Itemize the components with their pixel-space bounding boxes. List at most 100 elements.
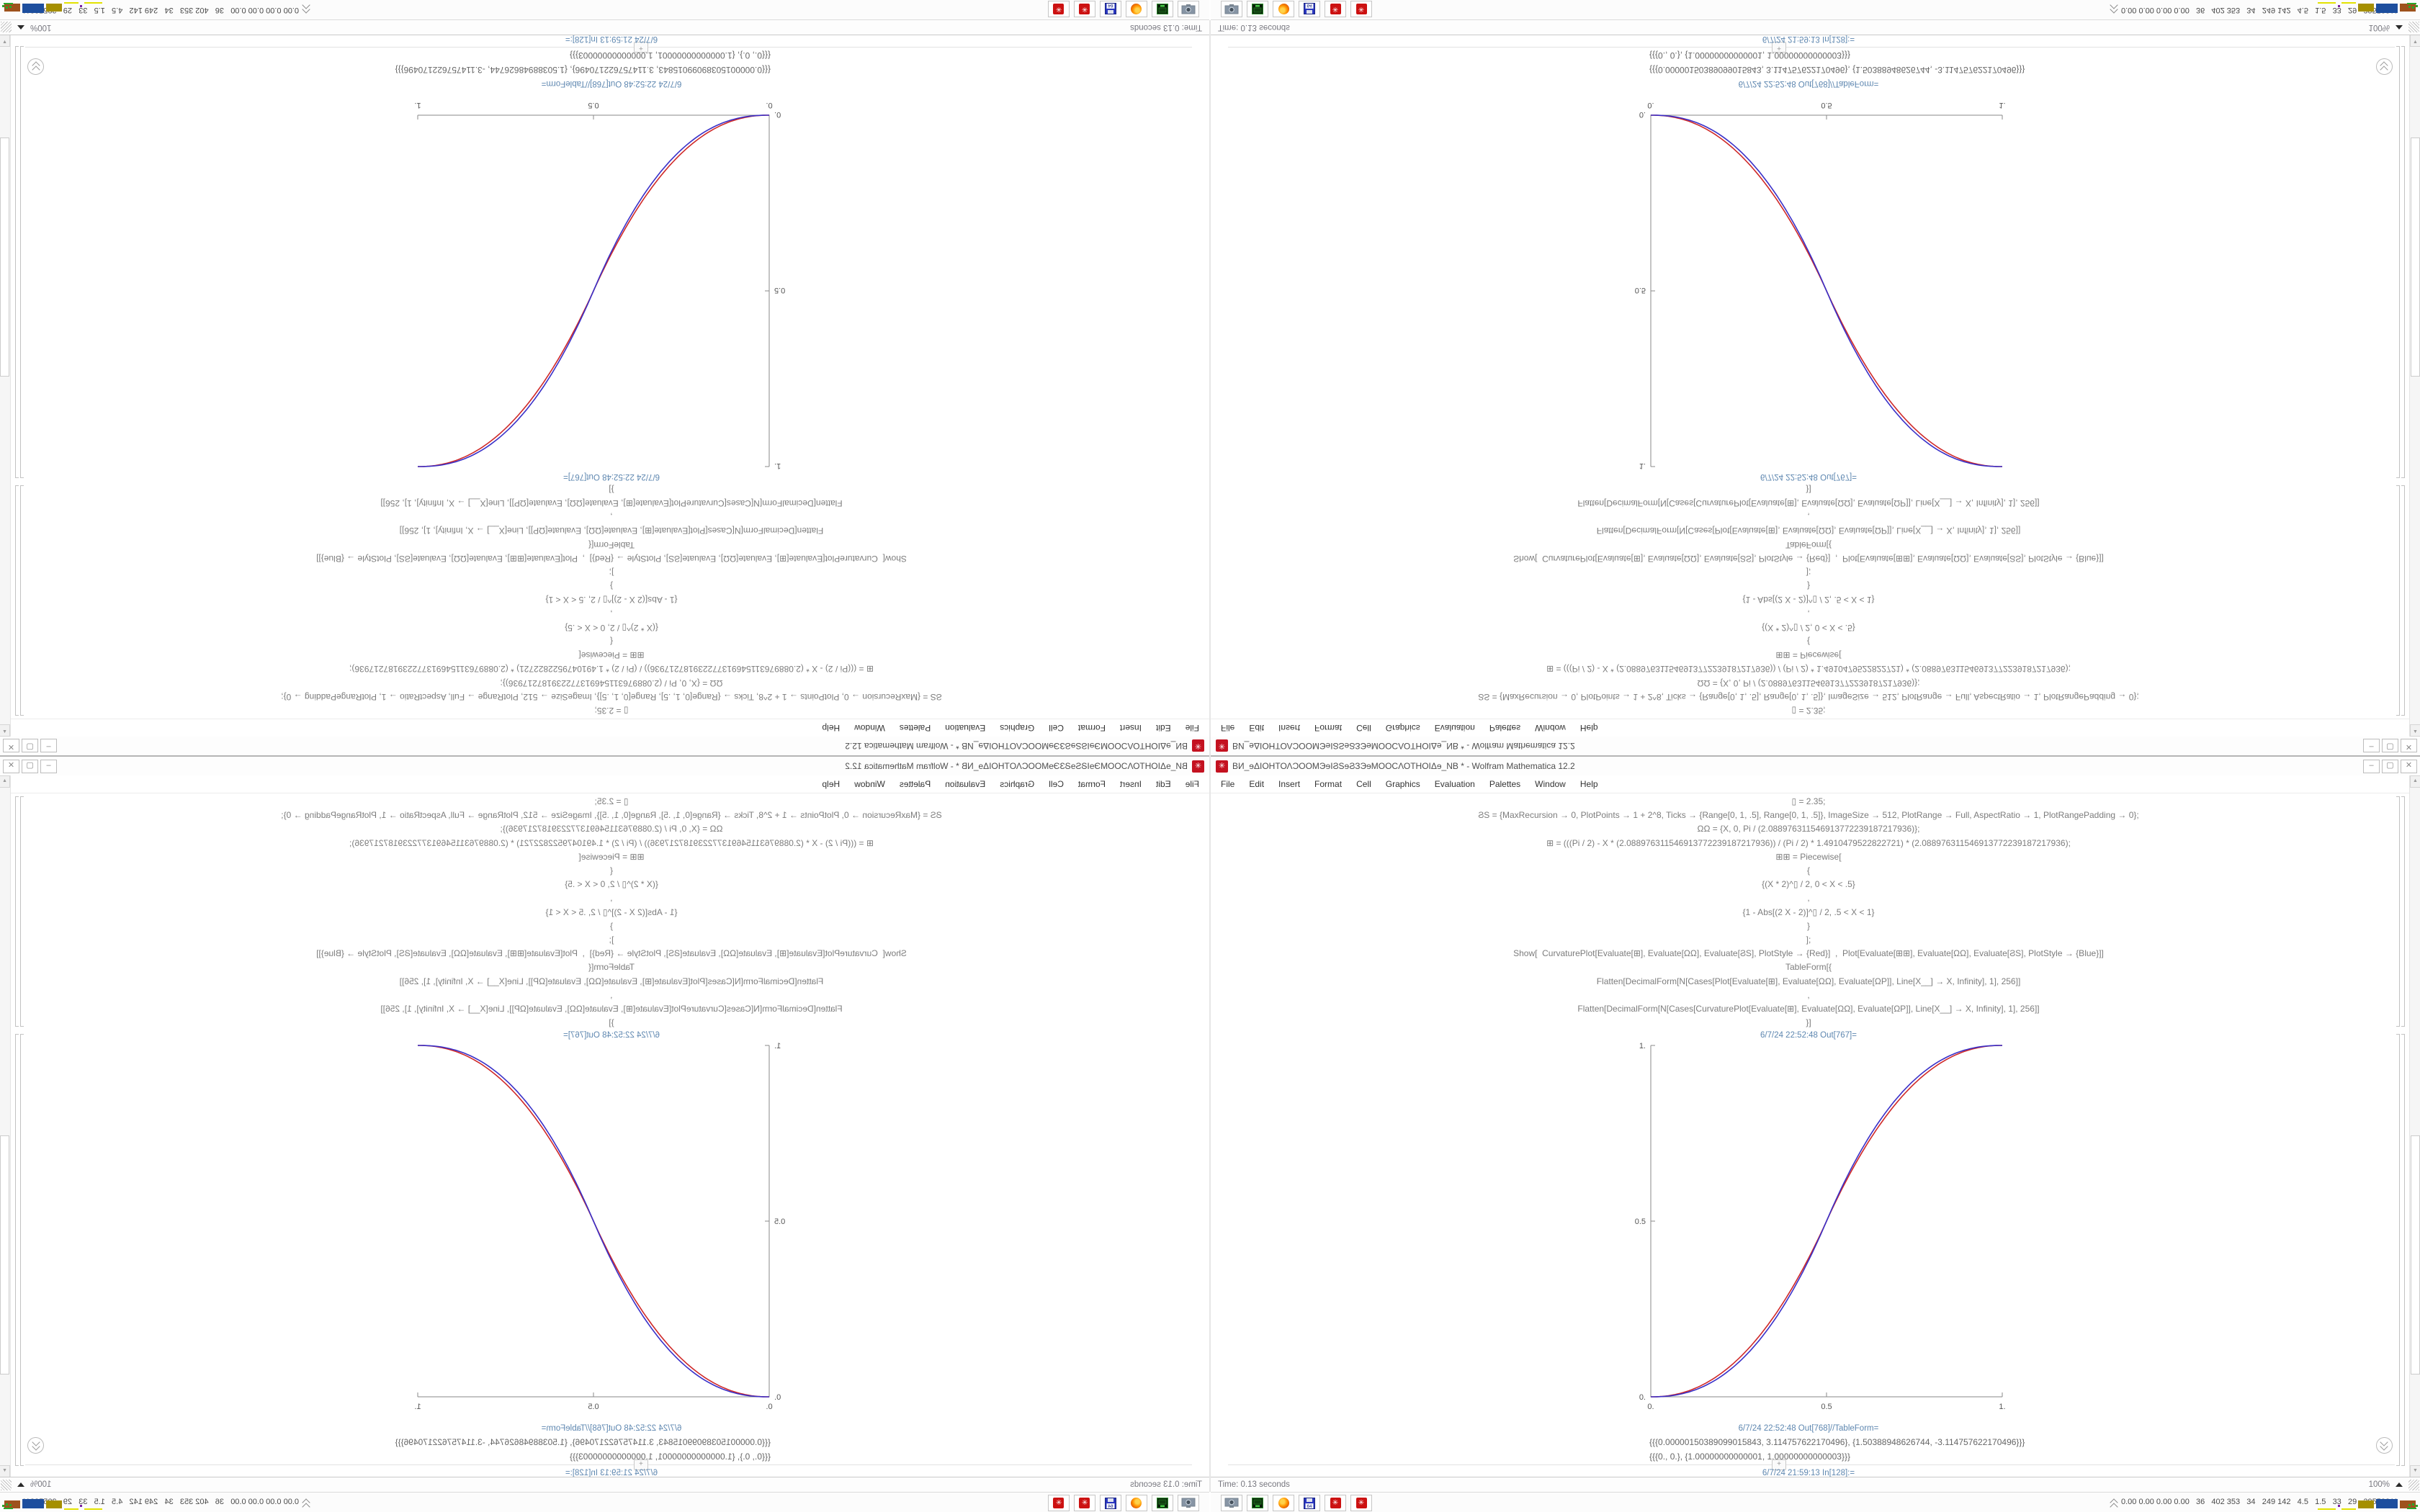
mathematica-taskbar-icon[interactable]: ✳ — [1325, 1495, 1346, 1511]
emulator-icon[interactable] — [1152, 1495, 1173, 1511]
maximize-button[interactable]: ▢ — [22, 759, 38, 773]
zoom-level[interactable]: 100% — [30, 1480, 52, 1489]
code-line[interactable]: }] — [609, 484, 614, 495]
cell-insertion-bar[interactable] — [1228, 1464, 2395, 1465]
zoom-level[interactable]: 100% — [2368, 23, 2390, 32]
menu-item-window[interactable]: Window — [854, 723, 885, 733]
floppy-64-icon[interactable]: 64 — [1299, 1, 1320, 17]
menu-item-palettes[interactable]: Palettes — [899, 723, 931, 733]
group-bracket[interactable] — [15, 46, 19, 478]
code-line[interactable]: TableForm[{ — [588, 962, 635, 973]
mathematica-taskbar-icon[interactable]: ✳ — [1350, 1495, 1372, 1511]
emulator-icon[interactable] — [1247, 1, 1268, 17]
mathematica-taskbar-icon[interactable]: ✳ — [1325, 1, 1346, 17]
insert-cell-plus-button[interactable]: + — [1772, 1459, 1786, 1470]
code-line[interactable]: Show[ CurvaturePlot[Evaluate[⊞], Evaluat… — [316, 948, 907, 959]
mathematica-taskbar-icon[interactable]: ✳ — [1350, 1, 1372, 17]
code-line[interactable]: ▯ = 2.35; — [1791, 706, 1826, 716]
code-line[interactable]: ⊞⊞ = Piecewise[ — [1775, 650, 1842, 661]
menu-item-evaluation[interactable]: Evaluation — [945, 779, 986, 789]
menu-item-help[interactable]: Help — [1579, 723, 1598, 733]
code-line[interactable]: {1 - Abs[(2 X - 2)]^▯ / 2, .5 < X < 1} — [1742, 595, 1875, 606]
menu-item-palettes[interactable]: Palettes — [1489, 723, 1521, 733]
resize-grip[interactable] — [2408, 1479, 2419, 1490]
code-line[interactable]: { — [610, 636, 614, 647]
menu-item-file[interactable]: File — [1221, 779, 1235, 789]
input-cell[interactable]: ▯ = 2.35; ϨS = {MaxRecursion → 0, PlotPoi… — [1218, 795, 2399, 1030]
code-line[interactable]: Show[ CurvaturePlot[Evaluate[⊞], Evaluat… — [1513, 948, 2104, 959]
tray-expand-chevrons-icon[interactable] — [2110, 1499, 2118, 1508]
tray-expand-chevrons-icon[interactable] — [302, 1499, 310, 1508]
menu-item-format[interactable]: Format — [1077, 779, 1106, 789]
group-bracket[interactable] — [2401, 485, 2405, 716]
screen-capture-icon[interactable] — [1221, 1495, 1242, 1511]
menu-item-edit[interactable]: Edit — [1249, 723, 1265, 733]
scrollbar-thumb[interactable] — [0, 1135, 9, 1374]
zoom-level[interactable]: 100% — [30, 23, 52, 32]
menu-item-graphics[interactable]: Graphics — [1385, 779, 1420, 789]
scrollbar-thumb[interactable] — [2411, 1135, 2420, 1374]
menu-item-cell[interactable]: Cell — [1049, 779, 1064, 789]
resize-grip[interactable] — [1, 1479, 12, 1490]
minimize-button[interactable]: – — [40, 739, 57, 753]
code-line[interactable]: } — [1806, 581, 1810, 592]
firefox-icon[interactable] — [1126, 1495, 1147, 1511]
scroll-to-end-chevron-icon[interactable] — [2376, 1437, 2393, 1454]
cell-insertion-bar[interactable] — [1228, 47, 2395, 48]
code-line[interactable]: TableForm[{ — [1785, 539, 1832, 550]
group-bracket[interactable] — [2401, 1034, 2405, 1466]
menu-item-help[interactable]: Help — [822, 723, 841, 733]
cell-bracket-output[interactable] — [20, 46, 24, 478]
menu-item-window[interactable]: Window — [1535, 779, 1566, 789]
code-line[interactable]: ϨS = {MaxRecursion → 0, PlotPoints → 1 +… — [281, 691, 942, 702]
code-line[interactable]: {(X * 2)^▯ / 2, 0 < X < .5} — [565, 879, 658, 890]
code-line[interactable]: Flatten[DecimalForm[N[Cases[CurvaturePlo… — [380, 498, 843, 508]
code-line[interactable]: } — [610, 581, 614, 592]
close-button[interactable]: ✕ — [3, 759, 19, 773]
firefox-icon[interactable] — [1273, 1, 1294, 17]
input-cell[interactable]: ▯ = 2.35; ϨS = {MaxRecursion → 0, PlotPoi… — [1218, 482, 2399, 717]
code-line[interactable]: ⊞⊞ = Piecewise[ — [1775, 851, 1842, 862]
menu-item-help[interactable]: Help — [822, 779, 841, 789]
maximize-button[interactable]: ▢ — [22, 739, 38, 753]
maximize-button[interactable]: ▢ — [2382, 739, 2398, 753]
scroll-down-arrow-icon[interactable]: ▼ — [0, 1465, 10, 1477]
close-button[interactable]: ✕ — [2401, 739, 2417, 753]
menu-item-cell[interactable]: Cell — [1356, 723, 1371, 733]
code-line[interactable]: Flatten[DecimalForm[N[Cases[Plot[Evaluat… — [399, 526, 824, 536]
cell-insertion-bar[interactable] — [25, 47, 1192, 48]
scroll-up-arrow-icon[interactable]: ▲ — [0, 724, 10, 737]
menu-item-insert[interactable]: Insert — [1278, 779, 1301, 789]
code-line[interactable]: , — [610, 989, 613, 1000]
code-line[interactable]: , — [610, 608, 613, 619]
code-line[interactable]: Show[ CurvaturePlot[Evaluate[⊞], Evaluat… — [316, 553, 907, 564]
code-line[interactable]: ⊞ = (((Pi / 2) - X * (2.0889763115469137… — [1546, 837, 2071, 848]
code-line[interactable]: ⊞⊞ = Piecewise[ — [578, 650, 645, 661]
zoom-menu-triangle-icon[interactable] — [17, 1482, 24, 1487]
code-line[interactable]: ϨS = {MaxRecursion → 0, PlotPoints → 1 +… — [1478, 810, 2139, 821]
tray-expand-chevrons-icon[interactable] — [302, 4, 310, 13]
menu-item-palettes[interactable]: Palettes — [899, 779, 931, 789]
code-line[interactable]: Flatten[DecimalForm[N[Cases[CurvaturePlo… — [1577, 1004, 2040, 1014]
resize-grip[interactable] — [2408, 22, 2419, 33]
code-line[interactable]: { — [610, 865, 614, 876]
code-line[interactable]: , — [1807, 893, 1810, 904]
code-line[interactable]: }] — [609, 1017, 614, 1028]
menu-item-palettes[interactable]: Palettes — [1489, 779, 1521, 789]
screen-capture-icon[interactable] — [1221, 1, 1242, 17]
code-line[interactable]: ΩΩ = {X, 0, Pi / (2.08897631154691377223… — [500, 678, 723, 688]
code-line[interactable]: ]; — [609, 935, 614, 945]
menu-item-graphics[interactable]: Graphics — [1385, 723, 1420, 733]
group-bracket[interactable] — [15, 796, 19, 1027]
code-line[interactable]: ]; — [1806, 935, 1811, 945]
floppy-64-icon[interactable]: 64 — [1100, 1495, 1121, 1511]
screen-capture-icon[interactable] — [1178, 1, 1199, 17]
scrollbar-thumb[interactable] — [0, 138, 9, 377]
close-button[interactable]: ✕ — [2401, 759, 2417, 773]
menu-item-graphics[interactable]: Graphics — [1000, 723, 1035, 733]
zoom-level[interactable]: 100% — [2368, 1480, 2390, 1489]
code-line[interactable]: ΩΩ = {X, 0, Pi / (2.08897631154691377223… — [1697, 824, 1920, 834]
zoom-menu-triangle-icon[interactable] — [2396, 25, 2403, 30]
code-line[interactable]: ϨS = {MaxRecursion → 0, PlotPoints → 1 +… — [281, 810, 942, 821]
input-cell[interactable]: ▯ = 2.35; ϨS = {MaxRecursion → 0, PlotPoi… — [21, 482, 1202, 717]
